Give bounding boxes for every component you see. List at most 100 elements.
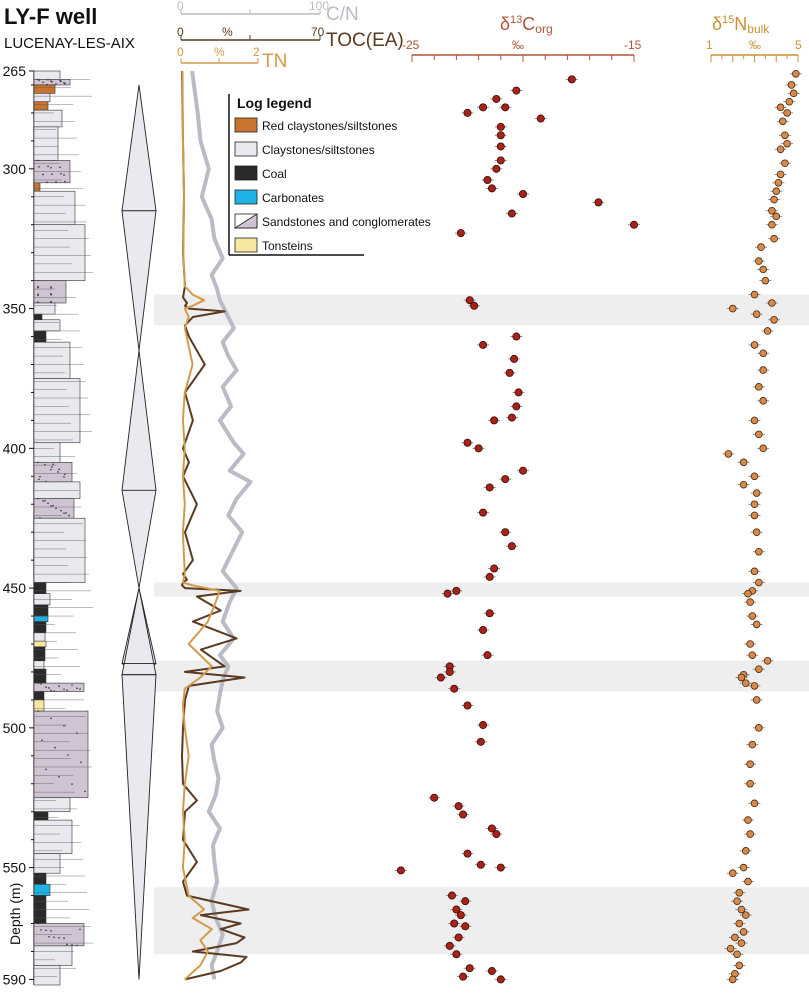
legend-label-2: Coal bbox=[262, 167, 287, 181]
lithology-bed-10 bbox=[33, 224, 86, 281]
lithology-bed-34 bbox=[33, 691, 45, 701]
legend-label-4: Sandstones and conglomerates bbox=[262, 215, 431, 229]
lithology-bed-13 bbox=[33, 313, 43, 321]
d15n-point-77 bbox=[735, 919, 744, 928]
sand-grain bbox=[42, 173, 44, 176]
d15n-point-14 bbox=[770, 195, 778, 204]
d15n-point-83 bbox=[735, 961, 744, 970]
d13c-point-22 bbox=[479, 340, 488, 349]
series-line-tn bbox=[181, 70, 221, 981]
depth-tick-label-450: 450 bbox=[3, 580, 27, 596]
sand-grain bbox=[37, 285, 39, 288]
d13c-point-42 bbox=[479, 626, 488, 635]
lithology-bed-27 bbox=[33, 621, 47, 634]
d15n-point-2 bbox=[789, 89, 798, 98]
d15n-point-39 bbox=[750, 472, 759, 481]
d13c-point-61 bbox=[461, 897, 470, 906]
d13c-tick-max: -15 bbox=[624, 38, 642, 52]
lithology-bed-23 bbox=[33, 582, 47, 594]
sequence-cycle bbox=[121, 350, 157, 589]
sand-grain bbox=[37, 461, 39, 464]
legend-label-1: Claystones/siltstones bbox=[262, 143, 375, 157]
well-location: LUCENAY-LES-AIX bbox=[4, 35, 135, 52]
legend-swatch-0 bbox=[234, 117, 258, 133]
sand-grain bbox=[80, 761, 82, 763]
sand-grain bbox=[53, 936, 55, 938]
lithology-bed-35 bbox=[33, 699, 45, 712]
lithology-bed-17 bbox=[33, 378, 81, 444]
d15n-point-25 bbox=[728, 304, 737, 313]
d13c-point-57 bbox=[476, 860, 485, 869]
d15n-point-73 bbox=[735, 888, 744, 897]
d15n-point-9 bbox=[776, 145, 785, 154]
d13c-point-24 bbox=[505, 368, 514, 377]
d15n-point-40 bbox=[739, 480, 748, 489]
sand-grain bbox=[66, 943, 68, 946]
depth-tick-label-300: 300 bbox=[3, 161, 27, 177]
sand-grain bbox=[58, 936, 60, 939]
sand-grain bbox=[41, 739, 43, 742]
tn-tick-unit: % bbox=[214, 45, 225, 59]
lithology-bed-45 bbox=[33, 945, 73, 966]
sand-grain bbox=[45, 686, 47, 688]
lithology-bed-0 bbox=[33, 70, 61, 80]
sand-grain bbox=[63, 937, 65, 939]
sand-grain bbox=[40, 683, 42, 685]
d13c-point-23 bbox=[510, 354, 519, 363]
d13c-point-59 bbox=[396, 866, 405, 875]
sand-grain bbox=[42, 81, 44, 84]
d13c-point-6 bbox=[536, 114, 545, 123]
d13c-axis: -25 ‰ -15 δ13Corg bbox=[402, 14, 642, 62]
d15n-point-78 bbox=[739, 928, 748, 936]
sand-grain bbox=[58, 685, 60, 687]
lithology-bed-2 bbox=[33, 84, 56, 94]
d13c-point-14 bbox=[519, 189, 528, 198]
d15n-point-15 bbox=[768, 206, 776, 215]
lithology-bed-36 bbox=[33, 710, 89, 799]
sand-grain bbox=[58, 468, 60, 471]
d13c-point-36 bbox=[507, 542, 516, 551]
d15n-point-29 bbox=[750, 341, 759, 349]
sand-grain bbox=[55, 181, 57, 183]
sand-grain bbox=[50, 300, 52, 303]
d15n-point-50 bbox=[746, 598, 754, 606]
sand-grain bbox=[50, 930, 52, 932]
lithology-bed-15 bbox=[33, 330, 47, 343]
d13c-points bbox=[394, 75, 640, 984]
d15n-point-16 bbox=[772, 212, 781, 221]
lithology-bed-46 bbox=[33, 965, 61, 986]
depth-tick-label-500: 500 bbox=[3, 720, 27, 736]
d13c-point-21 bbox=[512, 332, 521, 341]
sand-grain bbox=[40, 929, 42, 931]
d15n-point-24 bbox=[768, 299, 776, 307]
d15n-point-61 bbox=[752, 696, 761, 704]
sand-grain bbox=[65, 512, 67, 514]
d15n-point-33 bbox=[759, 397, 767, 405]
d15n-point-38 bbox=[739, 458, 748, 467]
d13c-point-37 bbox=[490, 564, 499, 573]
d13c-point-70 bbox=[487, 967, 496, 976]
d15n-point-71 bbox=[728, 869, 737, 877]
sand-grain bbox=[47, 165, 49, 168]
d13c-point-41 bbox=[485, 609, 494, 618]
sequence-stratigraphy bbox=[121, 84, 157, 980]
toc-tick-max: 70 bbox=[311, 25, 325, 39]
d15n-point-1 bbox=[787, 81, 796, 89]
legend-swatch-5 bbox=[234, 237, 258, 253]
d13c-point-16 bbox=[507, 209, 516, 218]
sand-grain bbox=[47, 78, 49, 81]
d13c-point-39 bbox=[452, 586, 461, 595]
sand-grain bbox=[60, 80, 62, 83]
sand-grain bbox=[55, 83, 57, 85]
lithology-log bbox=[33, 70, 93, 986]
sand-grain bbox=[37, 301, 39, 303]
highlight-intervals bbox=[154, 294, 809, 955]
d13c-point-9 bbox=[496, 142, 505, 151]
toc-tick-min: 0 bbox=[177, 25, 184, 39]
d13c-point-25 bbox=[514, 388, 523, 397]
d13c-point-8 bbox=[496, 131, 505, 140]
sand-grain bbox=[63, 724, 65, 727]
geochem-curves bbox=[181, 70, 253, 981]
d13c-point-54 bbox=[487, 824, 496, 833]
sand-grain bbox=[76, 944, 78, 947]
